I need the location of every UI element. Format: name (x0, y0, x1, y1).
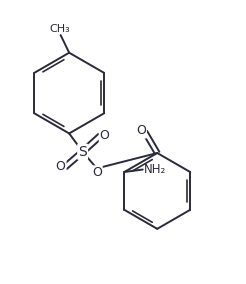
Text: CH₃: CH₃ (49, 24, 70, 34)
Text: O: O (136, 124, 146, 137)
Text: O: O (56, 160, 66, 174)
Text: NH₂: NH₂ (144, 163, 166, 176)
Text: O: O (92, 166, 102, 179)
Text: S: S (78, 145, 87, 159)
Text: O: O (100, 130, 109, 142)
